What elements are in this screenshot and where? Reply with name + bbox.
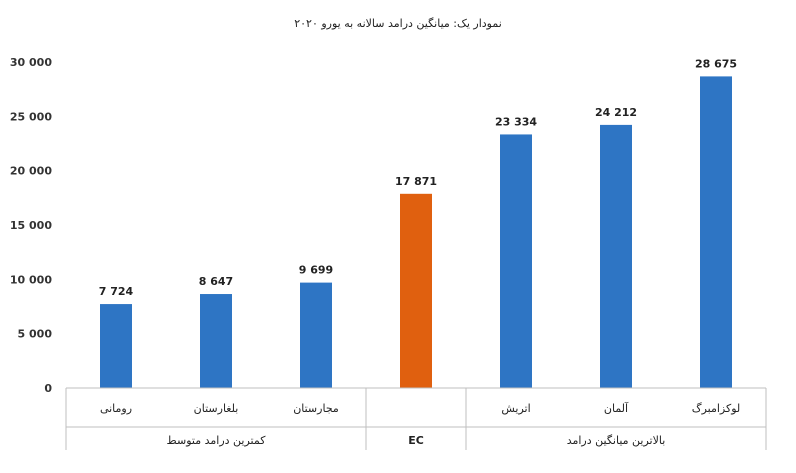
bar — [400, 193, 432, 388]
data-label: 23 334 — [495, 115, 537, 128]
data-label: 28 675 — [695, 57, 737, 70]
category-label: مجارستان — [293, 402, 339, 415]
data-label: 17 871 — [395, 175, 437, 188]
y-tick-label: 15 000 — [10, 219, 52, 232]
y-tick-label: 30 000 — [10, 56, 52, 69]
bars: 7 724 8 647 9 699 17 871 23 334 24 212 28 675 — [99, 57, 737, 389]
category-label: لوکزامبرگ — [692, 402, 741, 415]
category-label: اتریش — [501, 402, 530, 415]
y-tick-label: 10 000 — [10, 273, 52, 286]
group-label: بالاترین میانگین درامد — [567, 434, 666, 447]
bar — [500, 134, 532, 388]
data-label: 9 699 — [299, 264, 333, 277]
category-label: رومانی — [100, 402, 132, 415]
category-label: بلغارستان — [194, 402, 239, 415]
y-tick-label: 5 000 — [18, 328, 53, 341]
bar — [600, 124, 632, 388]
data-label: 24 212 — [595, 106, 637, 119]
y-tick-label: 20 000 — [10, 165, 52, 178]
bar — [300, 282, 332, 388]
y-tick-label: 25 000 — [10, 110, 52, 123]
category-label: آلمان — [604, 401, 629, 415]
bar — [100, 304, 132, 388]
x-axis: رومانی بلغارستان مجارستان اتریش آلمان لوکزامب… — [65, 387, 767, 450]
y-axis: 0 5 000 10 000 15 000 20 000 25 000 30 000 — [10, 56, 52, 395]
data-label: 8 647 — [199, 275, 233, 288]
bar — [200, 294, 232, 388]
bar — [700, 76, 732, 389]
group-label: کمترین درامد متوسط — [167, 434, 267, 447]
data-label: 7 724 — [99, 285, 134, 298]
y-tick-label: 0 — [44, 382, 52, 395]
group-label: EC — [408, 434, 424, 447]
chart-title: نمودار یک: میانگین درامد سالانه به یورو … — [294, 17, 502, 30]
